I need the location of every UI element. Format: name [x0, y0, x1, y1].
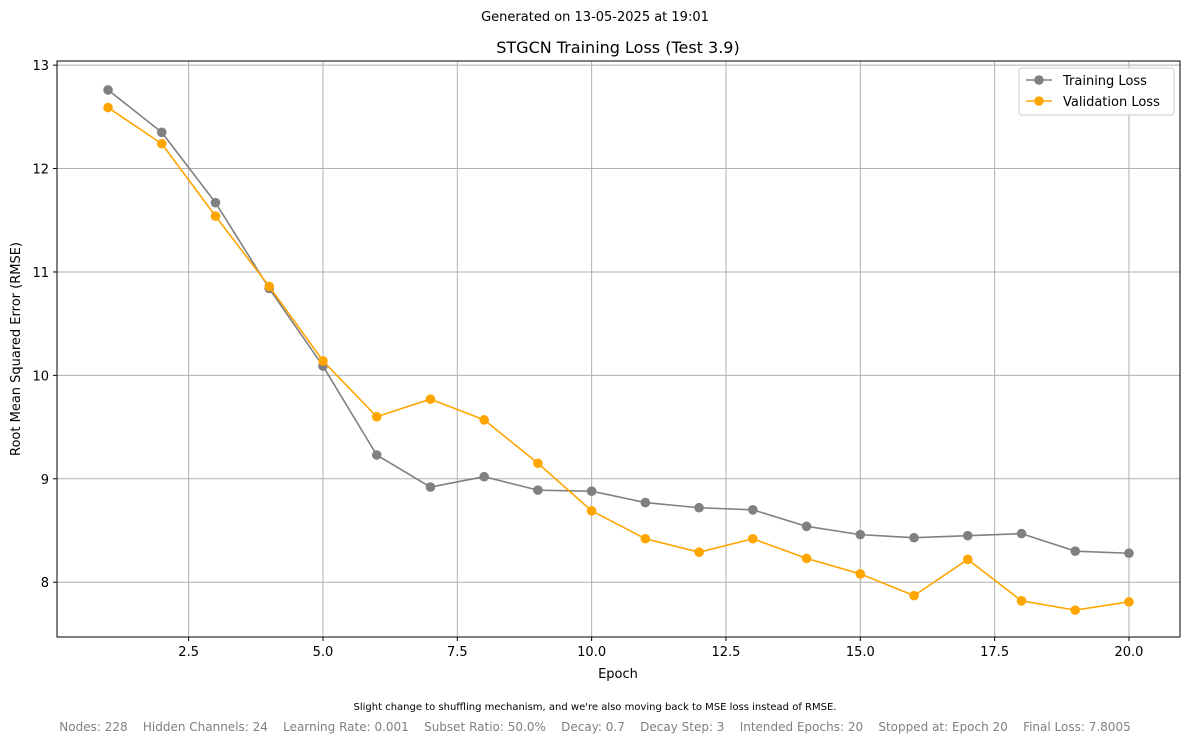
generated-timestamp: Generated on 13-05-2025 at 19:01 [481, 10, 709, 25]
x-tick-label: 5.0 [313, 645, 334, 660]
point-training-loss [855, 529, 866, 540]
x-tick-label: 2.5 [178, 645, 199, 660]
point-training-loss [748, 505, 758, 515]
point-validation-loss [156, 138, 167, 149]
footer-meta-item: Decay Step: 3 [625, 720, 725, 734]
point-training-loss [694, 502, 704, 513]
point-validation-loss [533, 458, 543, 469]
series-layer [103, 85, 1134, 615]
y-axis-label: Root Mean Squared Error (RMSE) [9, 242, 24, 456]
grid-lines [57, 61, 1180, 637]
point-validation-loss [103, 102, 113, 113]
point-training-loss [1070, 546, 1081, 556]
point-validation-loss [1070, 605, 1081, 615]
x-axis-ticks: 2.5 5.0 7.5 10.0 12.5 15.0 17.5 20.0 [178, 637, 1143, 660]
point-training-loss [425, 482, 436, 492]
point-validation-loss [694, 547, 704, 558]
point-training-loss [1016, 528, 1027, 539]
x-axis-label: Epoch [598, 667, 638, 682]
series-training-loss [103, 85, 1134, 559]
point-validation-loss [1124, 597, 1134, 607]
footer-meta-item: Subset Ratio: 50.0% [409, 720, 546, 734]
point-training-loss [909, 532, 919, 543]
point-training-loss [103, 85, 113, 95]
point-training-loss [371, 450, 382, 460]
x-tick-label: 15.0 [846, 645, 875, 660]
legend: Training Loss Validation Loss [1018, 67, 1175, 116]
y-tick-label: 8 [41, 576, 49, 591]
y-tick-label: 13 [32, 59, 49, 74]
point-training-loss [586, 486, 597, 496]
y-tick-label: 11 [32, 266, 49, 281]
point-training-loss [640, 497, 651, 508]
point-validation-loss [318, 356, 328, 366]
point-training-loss [533, 485, 543, 495]
legend-label-validation: Validation Loss [1063, 95, 1160, 110]
point-training-loss [210, 197, 221, 208]
y-tick-label: 9 [41, 473, 49, 488]
point-validation-loss [264, 281, 275, 292]
x-tick-label: 12.5 [711, 645, 740, 660]
footer-meta: Nodes: 228 Hidden Channels: 24 Learning … [59, 720, 1130, 734]
point-validation-loss [962, 554, 973, 565]
x-tick-label: 17.5 [980, 645, 1009, 660]
series-line-validation-loss [107, 106, 1130, 611]
x-tick-label: 7.5 [447, 645, 468, 660]
point-validation-loss [479, 415, 489, 425]
x-tick-label: 10.0 [577, 645, 606, 660]
point-validation-loss [640, 533, 651, 544]
footer-meta-item: Decay: 0.7 [546, 720, 625, 734]
y-tick-label: 12 [32, 163, 49, 178]
point-validation-loss [1016, 596, 1027, 606]
point-training-loss [156, 127, 167, 138]
chart-title: STGCN Training Loss (Test 3.9) [496, 38, 739, 57]
point-training-loss [801, 521, 812, 532]
series-line-training-loss [107, 89, 1129, 555]
legend-box [1018, 67, 1175, 116]
legend-marker-validation [1034, 96, 1044, 106]
footer-meta-item: Intended Epochs: 20 [724, 720, 863, 734]
point-validation-loss [586, 506, 597, 516]
point-validation-loss [748, 533, 758, 544]
footer-meta-item: Stopped at: Epoch 20 [863, 720, 1008, 734]
point-training-loss [1124, 548, 1134, 559]
footer-meta-item: Final Loss: 7.8005 [1008, 720, 1131, 734]
point-validation-loss [371, 411, 382, 422]
point-validation-loss [425, 394, 436, 404]
footer-meta-item: Learning Rate: 0.001 [268, 720, 409, 734]
footer-note: Slight change to shuffling mechanism, an… [354, 702, 837, 713]
series-validation-loss [103, 102, 1134, 615]
y-axis-ticks: 8 9 10 11 12 13 [32, 59, 57, 591]
y-tick-label: 10 [32, 369, 49, 384]
point-validation-loss [210, 211, 221, 221]
point-validation-loss [801, 553, 812, 564]
legend-marker-training [1034, 75, 1044, 85]
legend-label-training: Training Loss [1062, 74, 1147, 89]
point-training-loss [962, 530, 973, 541]
point-validation-loss [855, 569, 866, 579]
footer-meta-item: Hidden Channels: 24 [128, 720, 268, 734]
point-training-loss [479, 471, 489, 482]
footer-meta-item: Nodes: 228 [59, 720, 127, 734]
plot-frame [56, 60, 1181, 638]
x-tick-label: 20.0 [1114, 645, 1143, 660]
point-validation-loss [909, 590, 919, 601]
